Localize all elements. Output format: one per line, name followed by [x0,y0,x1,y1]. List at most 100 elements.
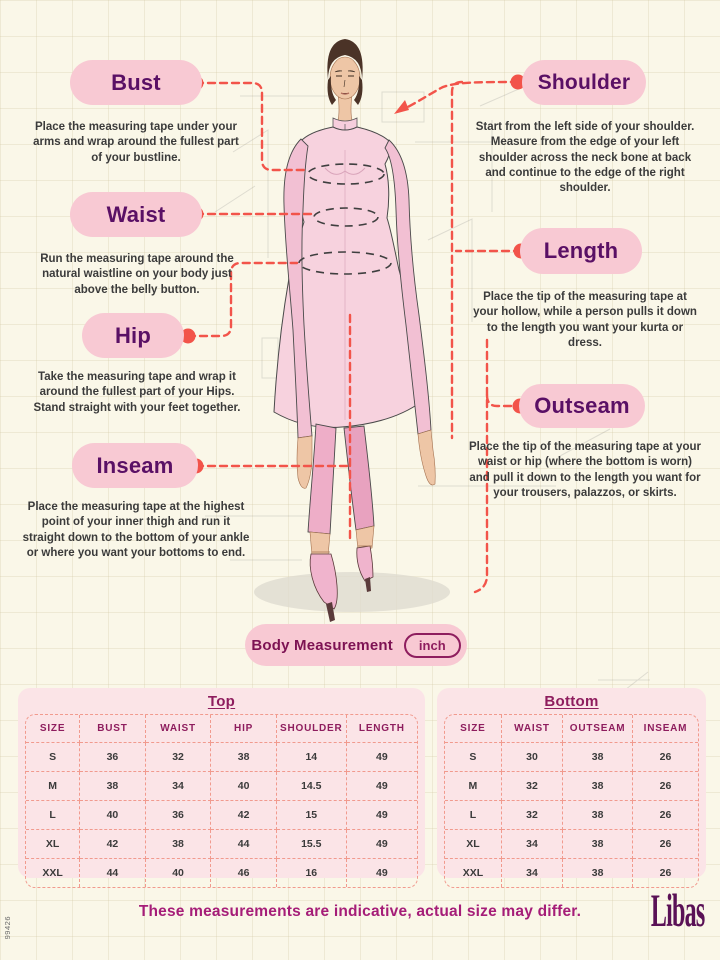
length-guide-line [450,80,464,440]
side-code: 99426 [3,916,12,940]
inseam-label: Inseam [96,452,174,478]
table-cell: 40 [79,800,146,830]
table-row: S 36 32 38 14 49 [26,742,417,772]
column-header: LENGTH [346,715,417,743]
table-cell: 26 [659,867,672,879]
table-cell: 38 [562,800,633,830]
bottom-table-border: SIZE WAIST OUTSEAM INSEAM S 30 38 26 M 32 38 26 L 32 3… [444,714,699,888]
top-table-title: Top [207,693,236,710]
hip-guide-ellipse [298,251,392,275]
model-figure [273,39,436,622]
table-cell: 42 [79,829,146,859]
table-row: S 30 38 26 [445,742,698,772]
unit-pill: Body Measurement inch [245,624,467,666]
table-cell: 32 [501,771,564,801]
column-header: BUST [79,715,146,743]
table-cell: 34 [145,771,212,801]
bust-label-pill: Bust [70,60,202,105]
hip-description: Take the measuring tape and wrap it arou… [33,371,241,414]
top-size-table-card: Top SIZE BUST WAIST HIP SHOULDER LENGTH S 36 32 3… [18,688,425,888]
bottom-table-title: Bottom [544,693,599,710]
table-cell: 44 [210,829,277,859]
table-cell: XL [445,829,502,859]
shoulder-description: Start from the left side of your shoulde… [475,121,695,195]
table-cell: 32 [501,800,564,830]
table-cell: 49 [346,771,417,801]
floor-shadow [254,572,450,612]
waist-guide-ellipse [313,207,379,227]
length-label: Length [543,238,619,263]
table-cell: 38 [145,829,212,859]
column-header: WAIST [145,715,212,743]
table-cell: 14 [276,742,347,772]
bust-label: Bust [111,69,161,95]
table-cell: 14.5 [276,771,347,801]
table-cell: 34 [501,829,564,859]
column-header: SHOULDER [276,715,347,743]
inch-toggle-button[interactable]: inch [403,632,461,658]
table-cell: 26 [632,771,698,801]
table-cell: 26 [632,800,698,830]
footer-note: These measurements are indicative, actua… [138,903,582,920]
table-cell: L [445,800,502,830]
outseam-label-pill: Outseam [519,384,645,428]
table-cell: 49 [346,742,417,772]
column-header: SIZE [445,715,502,743]
outseam-description: Place the tip of the measuring tape at y… [469,441,701,499]
table-cell: 46 [210,858,277,887]
table-cell: 38 [562,742,633,772]
table-cell: 49 [376,867,388,879]
column-header: HIP [210,715,277,743]
table-cell: 38 [210,742,277,772]
table-row: M 38 34 40 14.5 49 [26,771,417,801]
table-cell: XXL [445,858,502,887]
shoulder-connector [400,80,520,112]
unit-pill-label: Body Measurement [251,636,393,654]
shoulder-arrowhead [394,100,409,114]
outseam-connector [485,393,515,408]
bust-guide-ellipse [307,163,385,185]
table-cell: S [26,742,81,772]
waist-label: Waist [106,201,166,227]
table-cell: 49 [346,829,417,859]
measure-guide-ellipses [298,163,392,275]
table-row: XXL 44 40 46 16 49 [26,858,417,887]
table-cell: 40 [145,858,212,887]
table-cell: 36 [79,742,146,772]
length-label-pill: Length [520,228,642,274]
table-cell: 34 [501,858,564,887]
table-cell: 38 [562,829,633,859]
length-description: Place the tip of the measuring tape at y… [473,291,697,349]
brand-logo: Libas [650,884,704,937]
column-header: OUTSEAM [562,715,633,743]
bottom-size-table: SIZE WAIST OUTSEAM INSEAM S 30 38 26 M 32 38 26 L 32 3… [445,715,698,887]
column-header: WAIST [501,715,564,743]
table-row: XL 42 38 44 15.5 49 [26,829,417,859]
table-cell: M [445,771,502,801]
table-cell: 49 [346,800,417,830]
table-cell: M [26,771,81,801]
table-cell: 16 [276,858,347,887]
table-row: XL 34 38 26 [445,829,698,859]
table-row: L 32 38 26 [445,800,698,830]
table-cell: 38 [79,771,146,801]
hip-label-pill: Hip [82,313,184,358]
table-row: L 40 36 42 15 49 [26,800,417,830]
inseam-label-pill: Inseam [72,443,198,488]
outseam-label: Outseam [534,393,630,418]
bust-description: Place the measuring tape under your arms… [33,121,239,164]
table-cell: XL [26,829,81,859]
table-cell: 26 [632,829,698,859]
shoulder-label-pill: Shoulder [522,60,646,105]
hip-label: Hip [114,322,152,348]
table-row: XXL 34 38 26 [445,858,698,887]
waist-label-pill: Waist [70,192,202,237]
column-header: SIZE [26,715,81,743]
table-cell: 44 [79,858,146,887]
table-cell: 40 [210,771,277,801]
table-cell: 30 [501,742,564,772]
table-cell: 42 [210,800,277,830]
shoulder-label: Shoulder [537,70,631,94]
table-cell: L [26,800,81,830]
